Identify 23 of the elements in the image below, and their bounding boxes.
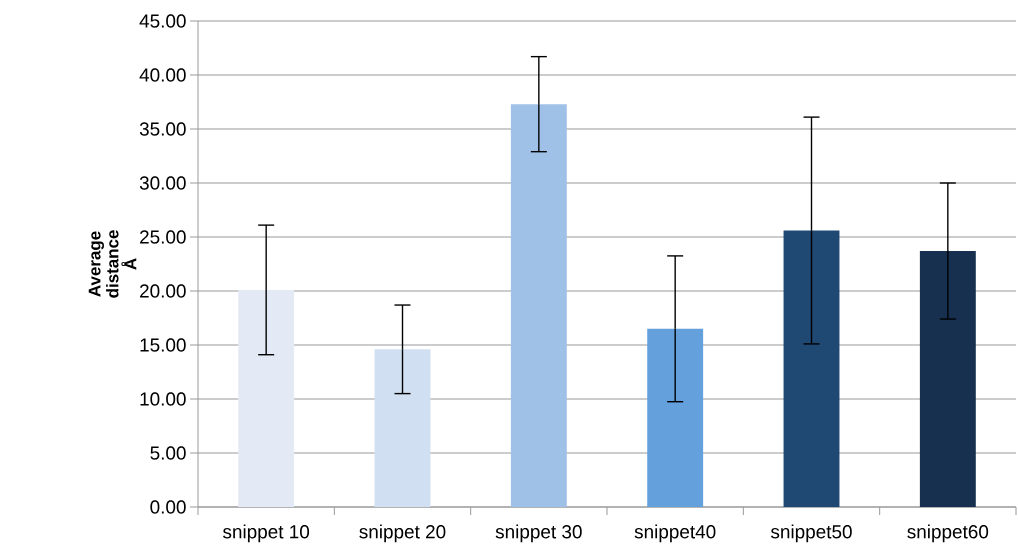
y-tick-label: 25.00 [140,230,186,244]
y-axis-title: Average distance Å [88,230,137,298]
y-tick-label: 30.00 [139,176,186,190]
bar [374,349,431,507]
x-tick-label: snippet60 [907,524,989,543]
x-tick-label: snippet 10 [223,524,310,543]
bar [238,289,295,507]
y-tick-label: 15.00 [140,338,186,352]
y-tick-label: 40.00 [139,68,186,82]
y-tick-label: 45.00 [139,14,186,28]
x-tick-label: snippet 20 [359,524,446,543]
y-tick-label: 20.00 [140,284,186,298]
bar [510,104,567,507]
bar [919,251,976,507]
y-tick-label: 35.00 [139,122,186,136]
bar [647,328,704,507]
y-tick-label: 10.00 [140,392,186,406]
x-tick-label: snippet50 [770,524,852,543]
y-tick-label: 5.00 [150,446,186,460]
x-tick-label: snippet 30 [495,524,582,543]
bar [783,230,840,507]
x-tick-label: snippet40 [634,524,716,543]
y-tick-label: 0.00 [150,500,186,514]
